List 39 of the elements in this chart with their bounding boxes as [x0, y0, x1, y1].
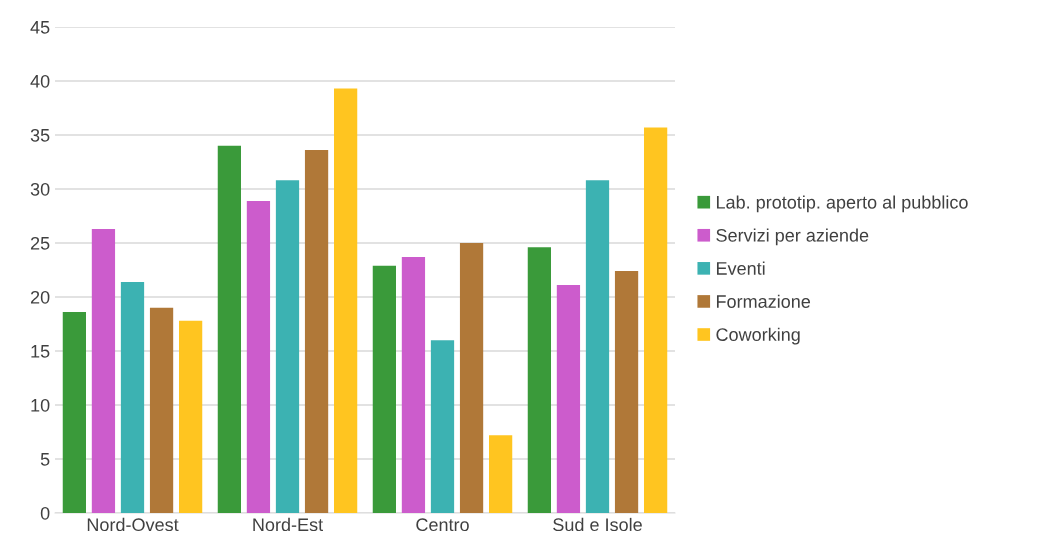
y-tick-label: 20 — [30, 290, 50, 304]
bar — [217, 145, 241, 513]
bar — [304, 150, 329, 513]
bar — [401, 257, 426, 513]
y-tick-label: 5 — [40, 453, 50, 466]
y-tick-label: 45 — [30, 21, 50, 34]
legend-label: Coworking — [716, 327, 800, 345]
bar — [120, 281, 145, 513]
y-tick-label: 25 — [30, 236, 50, 250]
bar — [556, 285, 581, 513]
y-tick-label: 40 — [30, 74, 50, 88]
legend-label: Servizi per aziende — [716, 228, 869, 246]
legend-label: Eventi — [716, 261, 765, 275]
y-tick-label: 0 — [40, 506, 50, 520]
x-tick-label: Nord-Ovest — [87, 517, 179, 532]
bar — [459, 243, 484, 513]
y-tick-label: 35 — [30, 128, 50, 142]
y-tick-label: 15 — [31, 345, 50, 358]
bar — [334, 88, 358, 513]
bar — [585, 180, 610, 513]
y-tick-label: 10 — [31, 398, 50, 412]
bar — [614, 271, 639, 513]
bar — [372, 265, 396, 513]
bar — [246, 200, 271, 513]
x-tick-label: Centro — [416, 518, 469, 532]
bar — [91, 228, 116, 513]
bar — [149, 307, 174, 513]
bar — [430, 340, 455, 513]
y-tick-label: 30 — [30, 182, 50, 196]
legend-label: Lab. prototip. aperto al pubblico — [716, 195, 968, 213]
legend-label: Formazione — [716, 294, 811, 308]
x-tick-label: Nord-Est — [253, 517, 323, 532]
bar — [527, 247, 551, 513]
bar — [275, 180, 300, 513]
bar — [62, 312, 86, 513]
x-tick-label: Sud e Isole — [553, 517, 642, 532]
bar — [644, 127, 668, 513]
bar — [179, 320, 203, 513]
bar — [489, 435, 513, 513]
